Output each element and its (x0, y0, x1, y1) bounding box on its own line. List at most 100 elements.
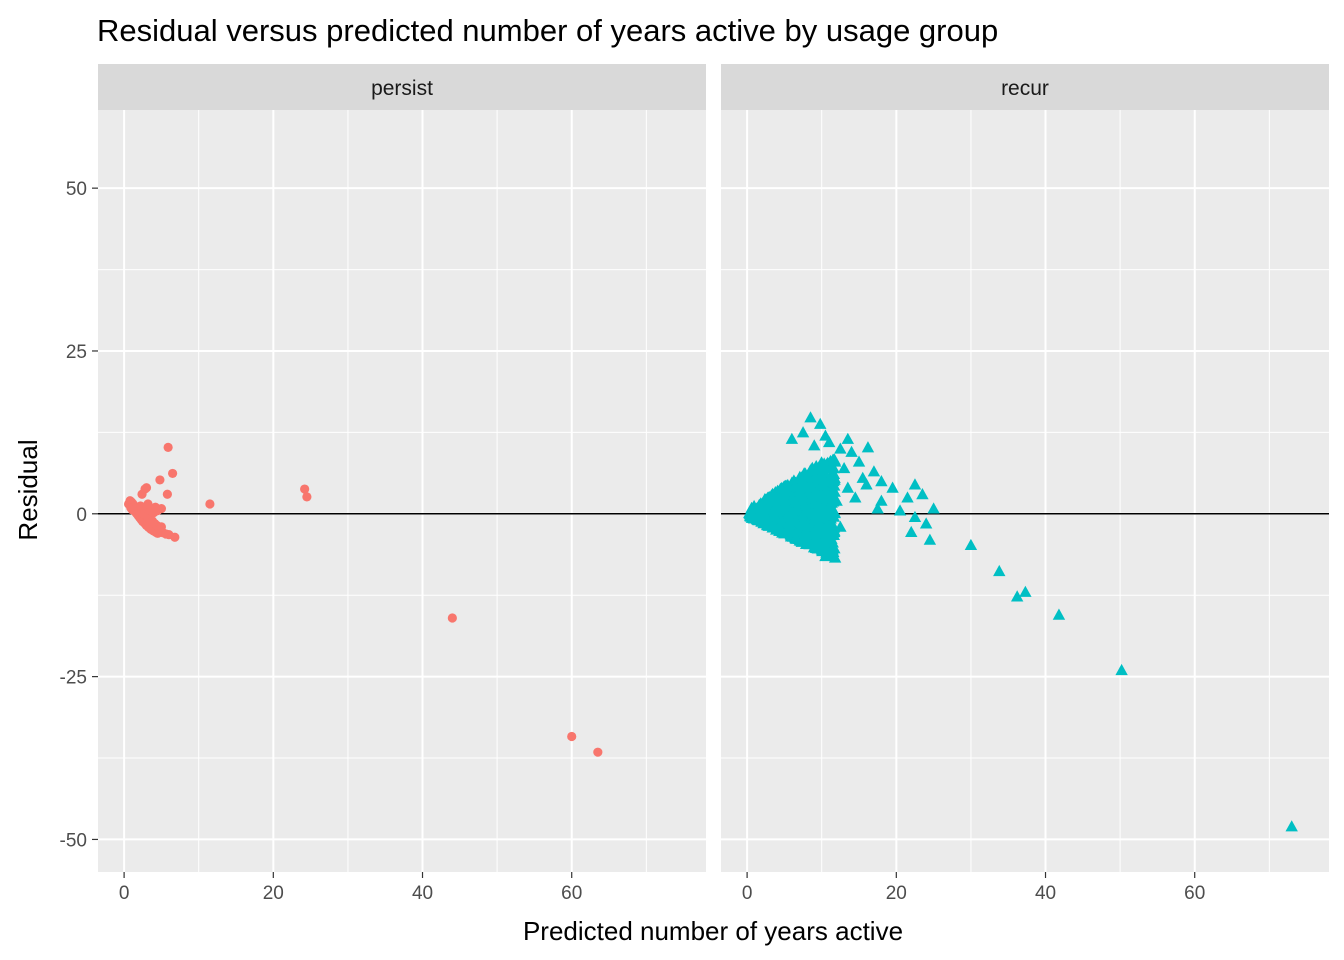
data-point (923, 533, 937, 545)
data-point (875, 475, 888, 487)
panel-background (98, 110, 706, 872)
data-point (1115, 663, 1128, 676)
x-axis-title: Predicted number of years active (523, 916, 903, 946)
x-tick-label: 20 (263, 883, 284, 904)
data-point (908, 510, 922, 523)
data-point (819, 540, 833, 553)
data-point (789, 532, 802, 544)
panel-persist: persist 0 20 40 60 (98, 64, 706, 904)
data-point (772, 520, 786, 532)
y-axis: -50 -25 0 25 50 (60, 179, 98, 851)
data-point (860, 478, 873, 490)
data-point (302, 492, 312, 502)
data-point (593, 747, 603, 757)
data-point (752, 500, 766, 512)
data-point (822, 501, 836, 513)
data-point (993, 564, 1006, 577)
data-points (123, 442, 603, 757)
data-point (901, 491, 914, 503)
data-point (822, 492, 835, 504)
data-point (817, 457, 831, 469)
data-point (768, 501, 782, 513)
data-point (767, 507, 780, 520)
data-point (822, 435, 836, 448)
data-point (927, 502, 940, 514)
data-point (785, 432, 799, 444)
data-point (808, 470, 822, 482)
data-point (861, 441, 875, 453)
data-point (845, 445, 858, 457)
data-point (893, 504, 907, 516)
data-point (908, 478, 922, 490)
data-point (905, 525, 918, 537)
data-point (757, 517, 770, 529)
data-point (827, 525, 841, 537)
data-point (809, 531, 823, 543)
data-point (776, 526, 789, 538)
data-point (744, 505, 758, 517)
data-point (875, 494, 888, 506)
data-point (789, 479, 802, 491)
data-point (163, 442, 173, 452)
data-point (1052, 608, 1066, 620)
data-point (567, 731, 577, 742)
data-point (841, 432, 855, 444)
x-tick-label: 0 (119, 883, 130, 904)
data-point (799, 537, 813, 549)
data-point (822, 519, 836, 531)
data-point (804, 411, 817, 423)
facet-strip (98, 64, 706, 110)
data-point (812, 498, 826, 510)
data-point (162, 489, 172, 499)
data-point (796, 426, 810, 438)
data-point (141, 483, 152, 493)
x-tick-label: 60 (561, 883, 582, 904)
data-point (804, 463, 818, 475)
data-point (789, 495, 802, 507)
data-point (837, 462, 851, 474)
data-point (871, 502, 884, 514)
data-point (170, 532, 180, 542)
y-tick-label: 50 (66, 179, 87, 200)
y-axis-title: Residual (13, 439, 43, 540)
data-point (205, 499, 215, 509)
data-point (755, 509, 768, 522)
x-tick-label: 0 (742, 883, 753, 904)
data-point (834, 442, 847, 454)
data-point (1019, 585, 1032, 597)
chart-title: Residual versus predicted number of year… (97, 13, 998, 48)
x-tick-label: 60 (1184, 883, 1205, 904)
data-point (812, 503, 825, 516)
data-point (1010, 590, 1024, 602)
facet-label: recur (1001, 77, 1049, 100)
data-point (808, 439, 821, 451)
data-point (828, 473, 841, 485)
y-tick-label: 0 (76, 505, 87, 526)
data-point (867, 465, 881, 477)
data-point (849, 491, 862, 503)
y-tick-label: 25 (66, 342, 87, 363)
data-point (143, 499, 153, 509)
data-point (1285, 820, 1298, 832)
x-tick-label: 20 (886, 883, 907, 904)
data-point (799, 525, 812, 537)
data-point (964, 538, 978, 551)
facet-label: persist (371, 77, 433, 100)
data-point (841, 481, 855, 493)
data-point (886, 481, 899, 493)
data-point (919, 517, 933, 529)
data-point (447, 613, 457, 623)
data-point (766, 489, 780, 501)
data-point (820, 546, 833, 558)
y-tick-label: -25 (60, 668, 87, 689)
data-point (168, 468, 178, 479)
y-tick-label: -50 (60, 830, 87, 851)
data-point (783, 516, 796, 529)
data-point (814, 417, 827, 429)
data-point (782, 510, 796, 522)
data-point (814, 525, 827, 537)
data-point (856, 471, 869, 483)
data-point (916, 488, 929, 500)
data-point (826, 453, 840, 465)
